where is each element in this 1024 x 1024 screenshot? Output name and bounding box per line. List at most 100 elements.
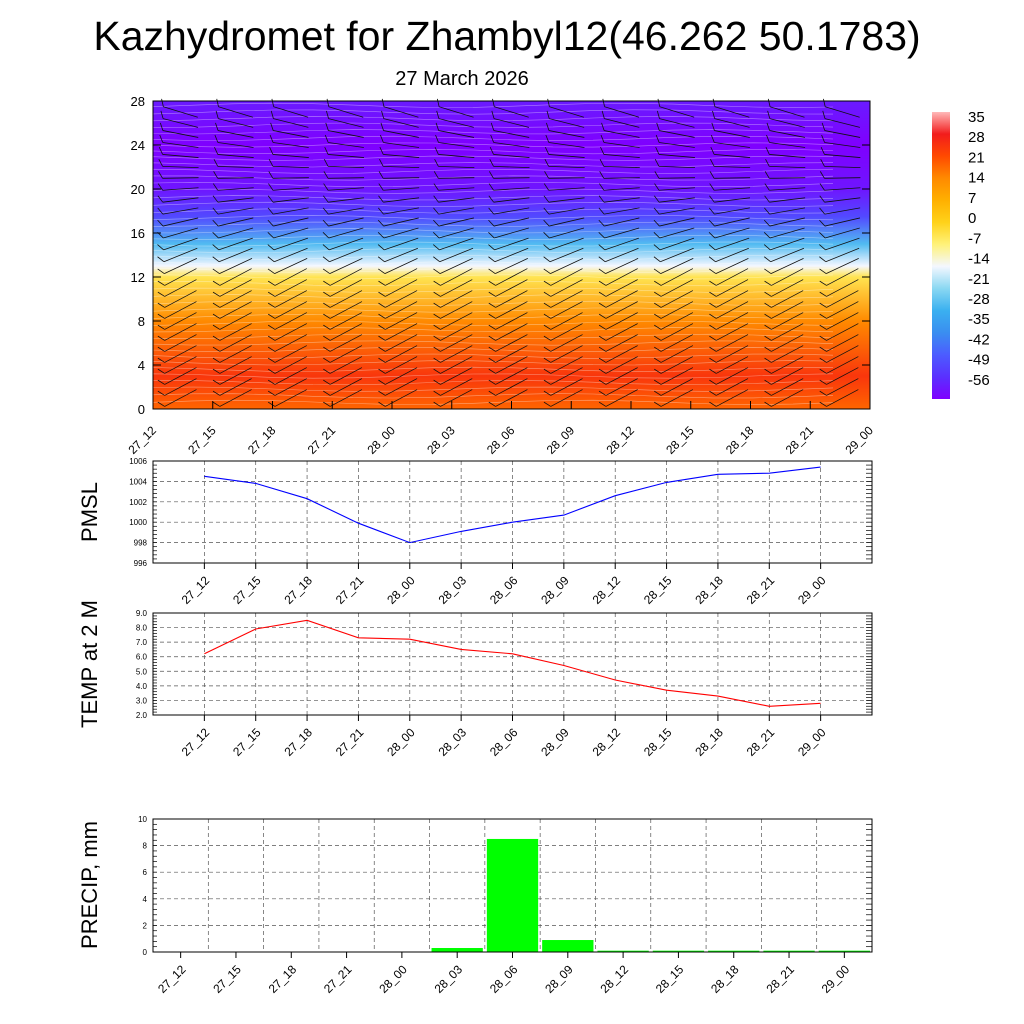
wind-barb bbox=[267, 367, 307, 385]
contour-line bbox=[152, 307, 834, 313]
x-tick-label: 27_15 bbox=[210, 962, 244, 996]
x-tick-label: 28_15 bbox=[641, 725, 675, 759]
wind-barb bbox=[764, 356, 804, 374]
wind-barb bbox=[490, 134, 530, 148]
wind-barb bbox=[378, 290, 418, 308]
contour-line bbox=[152, 327, 834, 333]
wind-barb bbox=[267, 301, 307, 319]
precip-panel: 0 2 4 6 8 10 27_12 27_15 27_18 27_21 28_00 28_03 28_… bbox=[77, 815, 873, 996]
wind-barb bbox=[323, 356, 363, 374]
wind-barb bbox=[543, 345, 583, 363]
y-tick-label: 6 bbox=[143, 868, 148, 877]
wind-barb bbox=[157, 207, 199, 215]
wind-barb bbox=[764, 183, 806, 191]
y-tick-label: 2 bbox=[143, 921, 148, 930]
contour-line bbox=[152, 208, 834, 214]
contour-line bbox=[152, 195, 834, 201]
y-tick-label: 0 bbox=[143, 948, 148, 957]
series-line bbox=[204, 619, 821, 707]
wind-barb bbox=[488, 279, 528, 297]
wind-barb bbox=[435, 122, 475, 138]
wind-barb bbox=[601, 122, 640, 138]
x-tick-label: 27_15 bbox=[230, 725, 264, 759]
wind-barb bbox=[709, 345, 749, 363]
y-tick-label: 8 bbox=[138, 314, 145, 329]
wind-barb bbox=[157, 247, 198, 263]
wind-barb bbox=[711, 122, 750, 138]
wind-barb bbox=[212, 290, 252, 308]
wind-barb bbox=[654, 345, 694, 363]
wind-barb bbox=[710, 134, 750, 148]
chart-title: Kazhydromet for Zhambyl12(46.262 50.1783… bbox=[93, 13, 921, 59]
precip-bar bbox=[652, 950, 705, 952]
wind-barb bbox=[488, 227, 529, 239]
colorbar-label: 35 bbox=[968, 109, 985, 126]
wind-barb bbox=[819, 334, 859, 352]
x-tick-label: 27_12 bbox=[179, 573, 213, 607]
x-tick-label: 28_06 bbox=[487, 962, 521, 996]
x-tick-label: 28_00 bbox=[376, 962, 410, 996]
wind-barb bbox=[545, 134, 585, 148]
wind-barb bbox=[433, 258, 473, 274]
wind-barb bbox=[323, 345, 363, 363]
wind-barb bbox=[378, 323, 418, 341]
wind-barb bbox=[654, 312, 694, 330]
wind-barb bbox=[709, 378, 749, 396]
wind-barb bbox=[157, 195, 199, 203]
x-tick-label: 27_21 bbox=[321, 962, 355, 996]
wind-barb bbox=[322, 237, 364, 251]
y-tick-label: 16 bbox=[131, 226, 145, 241]
wind-barb bbox=[214, 146, 254, 158]
wind-barb bbox=[766, 134, 806, 148]
wind-barb bbox=[654, 356, 694, 374]
wind-barb bbox=[215, 110, 254, 128]
wind-barb bbox=[378, 367, 418, 385]
wind-barb bbox=[709, 356, 749, 374]
y-axis-title: TEMP at 2 M bbox=[77, 600, 102, 728]
wind-barb bbox=[214, 134, 254, 148]
y-tick-label: 3.0 bbox=[136, 696, 148, 705]
wind-barb bbox=[322, 227, 364, 239]
wind-barb bbox=[763, 217, 805, 227]
wind-barb bbox=[708, 217, 750, 227]
wind-barb bbox=[708, 227, 750, 239]
series-line bbox=[204, 466, 821, 544]
wind-barb bbox=[434, 146, 475, 158]
wind-barb bbox=[543, 247, 584, 263]
x-tick-label: 28_03 bbox=[424, 423, 458, 457]
wind-barb bbox=[378, 279, 418, 297]
wind-barb bbox=[598, 345, 638, 363]
colorbar-label: -35 bbox=[968, 311, 990, 328]
wind-barb bbox=[380, 134, 420, 148]
wind-barb bbox=[378, 183, 420, 191]
wind-barb bbox=[157, 334, 197, 352]
wind-barb bbox=[326, 110, 364, 128]
wind-barb bbox=[324, 146, 365, 158]
wind-barb bbox=[213, 171, 254, 179]
x-tick-label: 28_12 bbox=[598, 962, 632, 996]
y-tick-label: 7.0 bbox=[136, 638, 148, 647]
wind-barb bbox=[764, 195, 806, 203]
contour-line bbox=[152, 386, 834, 392]
x-tick-label: 28_09 bbox=[538, 725, 572, 759]
contour-line bbox=[152, 254, 834, 260]
wind-barb bbox=[161, 98, 198, 118]
wind-barb bbox=[598, 334, 638, 352]
x-tick-label: 28_00 bbox=[384, 725, 418, 759]
wind-barb bbox=[489, 171, 530, 179]
contour-line bbox=[152, 102, 834, 108]
contour-line bbox=[152, 228, 834, 234]
wind-barb bbox=[709, 389, 749, 407]
x-tick-label: 27_15 bbox=[230, 573, 264, 607]
x-tick-label: 28_18 bbox=[692, 573, 726, 607]
wind-barb bbox=[543, 378, 583, 396]
wind-barb bbox=[158, 146, 199, 158]
wind-barb bbox=[543, 312, 583, 330]
wind-barb bbox=[819, 268, 859, 286]
y-axis-title: PMSL bbox=[77, 482, 102, 542]
wind-barb bbox=[765, 159, 806, 169]
colorbar-label: 7 bbox=[968, 190, 976, 207]
x-tick-label: 28_15 bbox=[663, 423, 697, 457]
wind-barb bbox=[270, 110, 309, 128]
x-tick-label: 28_03 bbox=[432, 962, 466, 996]
